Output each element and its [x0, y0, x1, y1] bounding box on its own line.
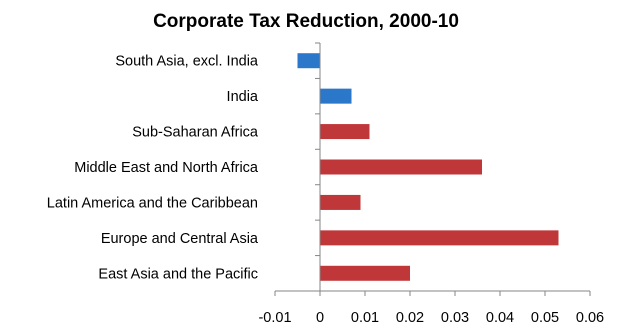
x-tick-label-0: -0.01: [258, 310, 291, 326]
category-label-1: India: [227, 89, 259, 105]
category-label-4: Latin America and the Caribbean: [47, 195, 258, 211]
category-label-6: East Asia and the Pacific: [98, 266, 258, 282]
x-tick-label-5: 0.04: [486, 310, 514, 326]
x-tick-label-6: 0.05: [531, 310, 559, 326]
x-tick-label-1: 0: [316, 310, 324, 326]
bars-layer: [297, 53, 559, 281]
x-tick-label-2: 0.01: [351, 310, 379, 326]
bar-1: [320, 88, 352, 104]
category-label-3: Middle East and North Africa: [74, 160, 259, 176]
bar-5: [320, 230, 559, 246]
x-tick-label-3: 0.02: [396, 310, 424, 326]
category-label-2: Sub-Saharan Africa: [132, 125, 259, 141]
category-label-5: Europe and Central Asia: [101, 231, 259, 247]
chart-title: Corporate Tax Reduction, 2000-10: [153, 11, 459, 32]
x-axis-ticks: -0.01 0 0.01 0.02 0.03 0.04 0.05 0.06: [258, 42, 604, 326]
bar-3: [320, 159, 482, 175]
category-labels: South Asia, excl. India India Sub-Saharan …: [47, 54, 259, 283]
x-tick-label-7: 0.06: [576, 310, 604, 326]
bar-4: [320, 194, 361, 210]
x-tick-label-4: 0.03: [441, 310, 469, 326]
bar-2: [320, 124, 370, 140]
bar-6: [320, 265, 410, 281]
bar-0: [297, 53, 320, 69]
category-label-0: South Asia, excl. India: [115, 54, 259, 70]
